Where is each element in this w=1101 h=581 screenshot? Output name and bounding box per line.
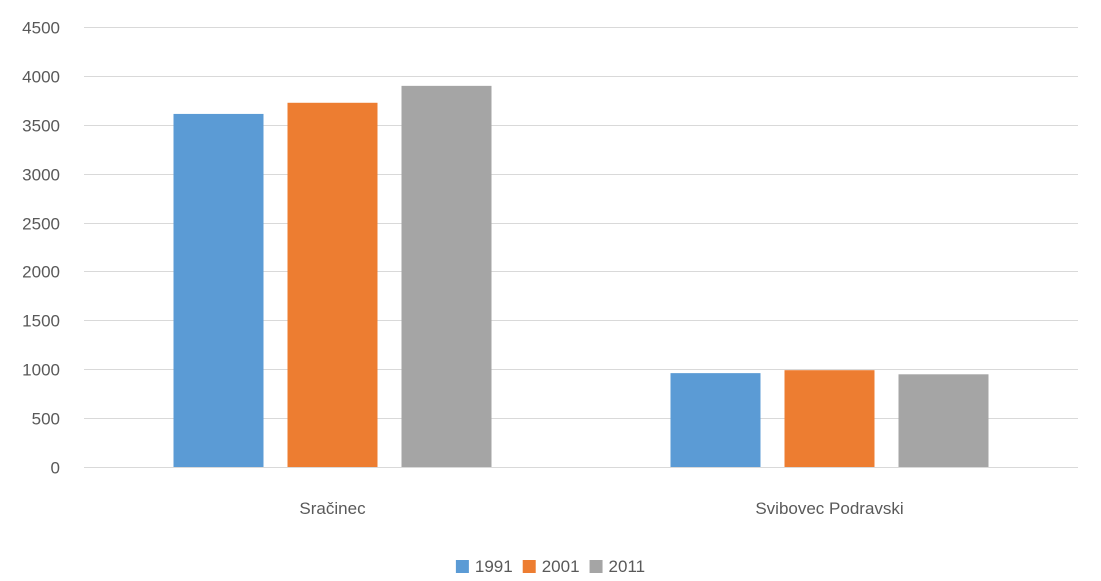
legend-item-2011: 2011	[589, 557, 646, 576]
y-tick-label: 1500	[22, 312, 60, 331]
y-tick-label: 4500	[22, 19, 60, 38]
y-tick-label: 3500	[22, 117, 60, 136]
y-tick-label: 500	[32, 410, 60, 429]
legend-item-1991: 1991	[455, 557, 513, 576]
y-axis-tick-labels: 0 500 1000 1500 2000 2500 3000 3500 4000 4500	[22, 19, 60, 478]
x-category-label: Svibovec Podravski	[755, 499, 903, 518]
legend-swatch	[589, 560, 603, 573]
y-tick-label: 4000	[22, 68, 60, 87]
bar-2001-sračinec	[287, 102, 378, 468]
legend-label: 2011	[609, 557, 646, 576]
bar-2001-svibovec-podravski	[784, 370, 875, 467]
bar-2011-svibovec-podravski	[898, 374, 989, 467]
y-tick-label: 2000	[22, 263, 60, 282]
bar-1991-svibovec-podravski	[670, 373, 761, 467]
legend-swatch	[522, 560, 536, 573]
y-tick-label: 0	[51, 459, 60, 478]
y-tick-label: 2500	[22, 215, 60, 234]
y-tick-label: 3000	[22, 166, 60, 185]
legend-swatch	[455, 560, 469, 573]
y-tick-label: 1000	[22, 361, 60, 380]
legend-item-2001: 2001	[522, 557, 580, 576]
x-axis-category-labels: Sračinec Svibovec Podravski	[299, 499, 903, 518]
x-category-label: Sračinec	[299, 499, 366, 518]
legend-label: 2001	[542, 557, 580, 576]
legend-label: 1991	[475, 557, 513, 576]
bars	[173, 85, 989, 468]
bar-2011-sračinec	[401, 85, 492, 468]
legend: 1991 2001 2011	[455, 557, 646, 576]
bar-1991-sračinec	[173, 113, 264, 468]
